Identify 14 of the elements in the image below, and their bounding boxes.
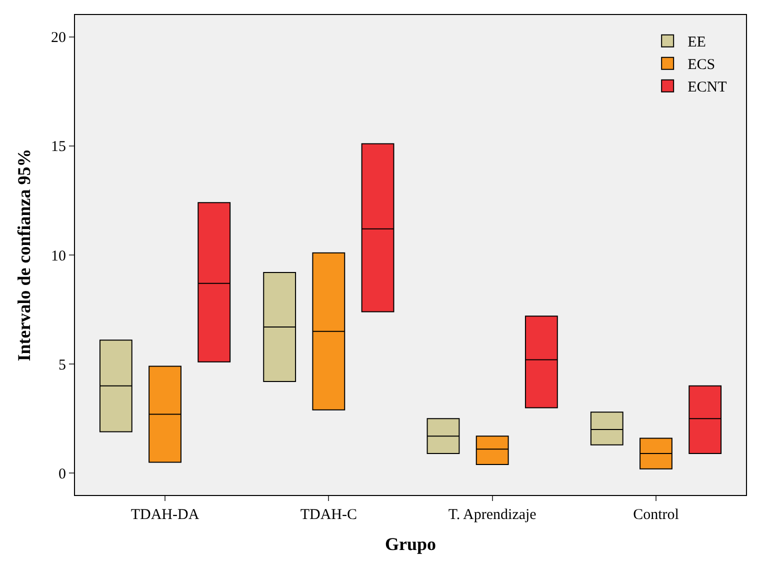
y-tick-label: 5 [58, 357, 66, 374]
legend-label: ECS [688, 57, 716, 74]
y-tick-label: 10 [51, 248, 66, 264]
y-tick-label: 20 [51, 30, 66, 46]
x-tick-label: T. Aprendizaje [448, 507, 537, 523]
legend-label: EE [688, 34, 706, 51]
x-tick-label: TDAH-DA [130, 507, 200, 523]
x-tick-label: TDAH-C [300, 507, 358, 523]
y-axis-title: Intervalo de confianza 95% [14, 148, 34, 362]
x-tick-label: Control [633, 507, 679, 523]
y-tick-label: 0 [58, 466, 66, 482]
x-axis-title: Grupo [384, 534, 436, 554]
legend-label: ECNT [688, 80, 727, 96]
y-tick-label: 15 [51, 139, 66, 156]
